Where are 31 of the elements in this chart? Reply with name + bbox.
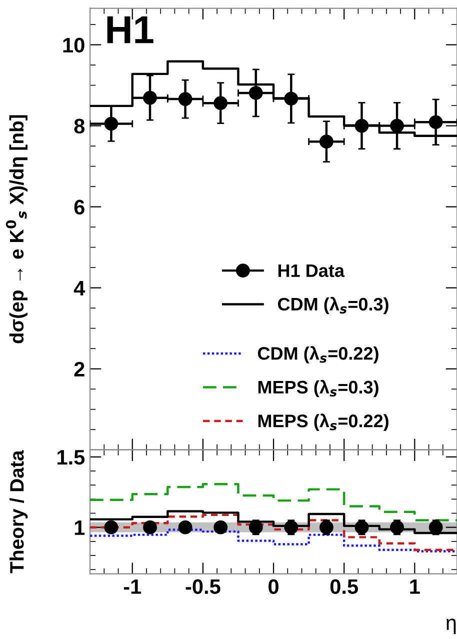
x-axis-title: η: [446, 618, 456, 634]
point: [178, 92, 192, 106]
y-axis-title: dσ(ep → e K$^{0}$$_{s}$ X)/dη [nb]: [6, 115, 28, 344]
point: [284, 92, 298, 106]
y-axis-title: Theory / Data: [10, 450, 28, 574]
point: [320, 134, 334, 149]
x-tick-label: 1: [410, 579, 420, 594]
y-tick-label: 8: [74, 118, 85, 134]
y-tick-label: 1: [74, 520, 85, 535]
x-tick-label: 0.5: [330, 579, 358, 594]
point: [104, 116, 118, 131]
legend-label: MEPS (λ$_{s}$=0.22): [258, 414, 388, 431]
point: [143, 90, 157, 105]
legend-label: MEPS (λ$_{s}$=0.3): [258, 380, 378, 398]
y-tick-label: 1.5: [58, 450, 85, 465]
legend-label: CDM (λ$_{s}$=0.22): [258, 346, 378, 364]
y-tick-label: 6: [74, 200, 84, 215]
point: [390, 118, 404, 133]
point: [214, 96, 228, 110]
point: [428, 115, 443, 130]
annotation: H1: [107, 16, 154, 44]
x-tick-label: -1: [124, 579, 142, 594]
x-tick-label: 0: [268, 579, 278, 594]
legend-label: H1 Data: [278, 264, 345, 278]
x-tick-label: -0.5: [186, 579, 220, 594]
y-tick-label: 4: [74, 281, 86, 296]
y-tick-label: 2: [74, 362, 84, 376]
point: [248, 86, 263, 100]
y-tick-label: 10: [63, 38, 84, 53]
legend-label: CDM (λ$_{s}$=0.3): [278, 296, 388, 314]
point: [354, 118, 369, 133]
